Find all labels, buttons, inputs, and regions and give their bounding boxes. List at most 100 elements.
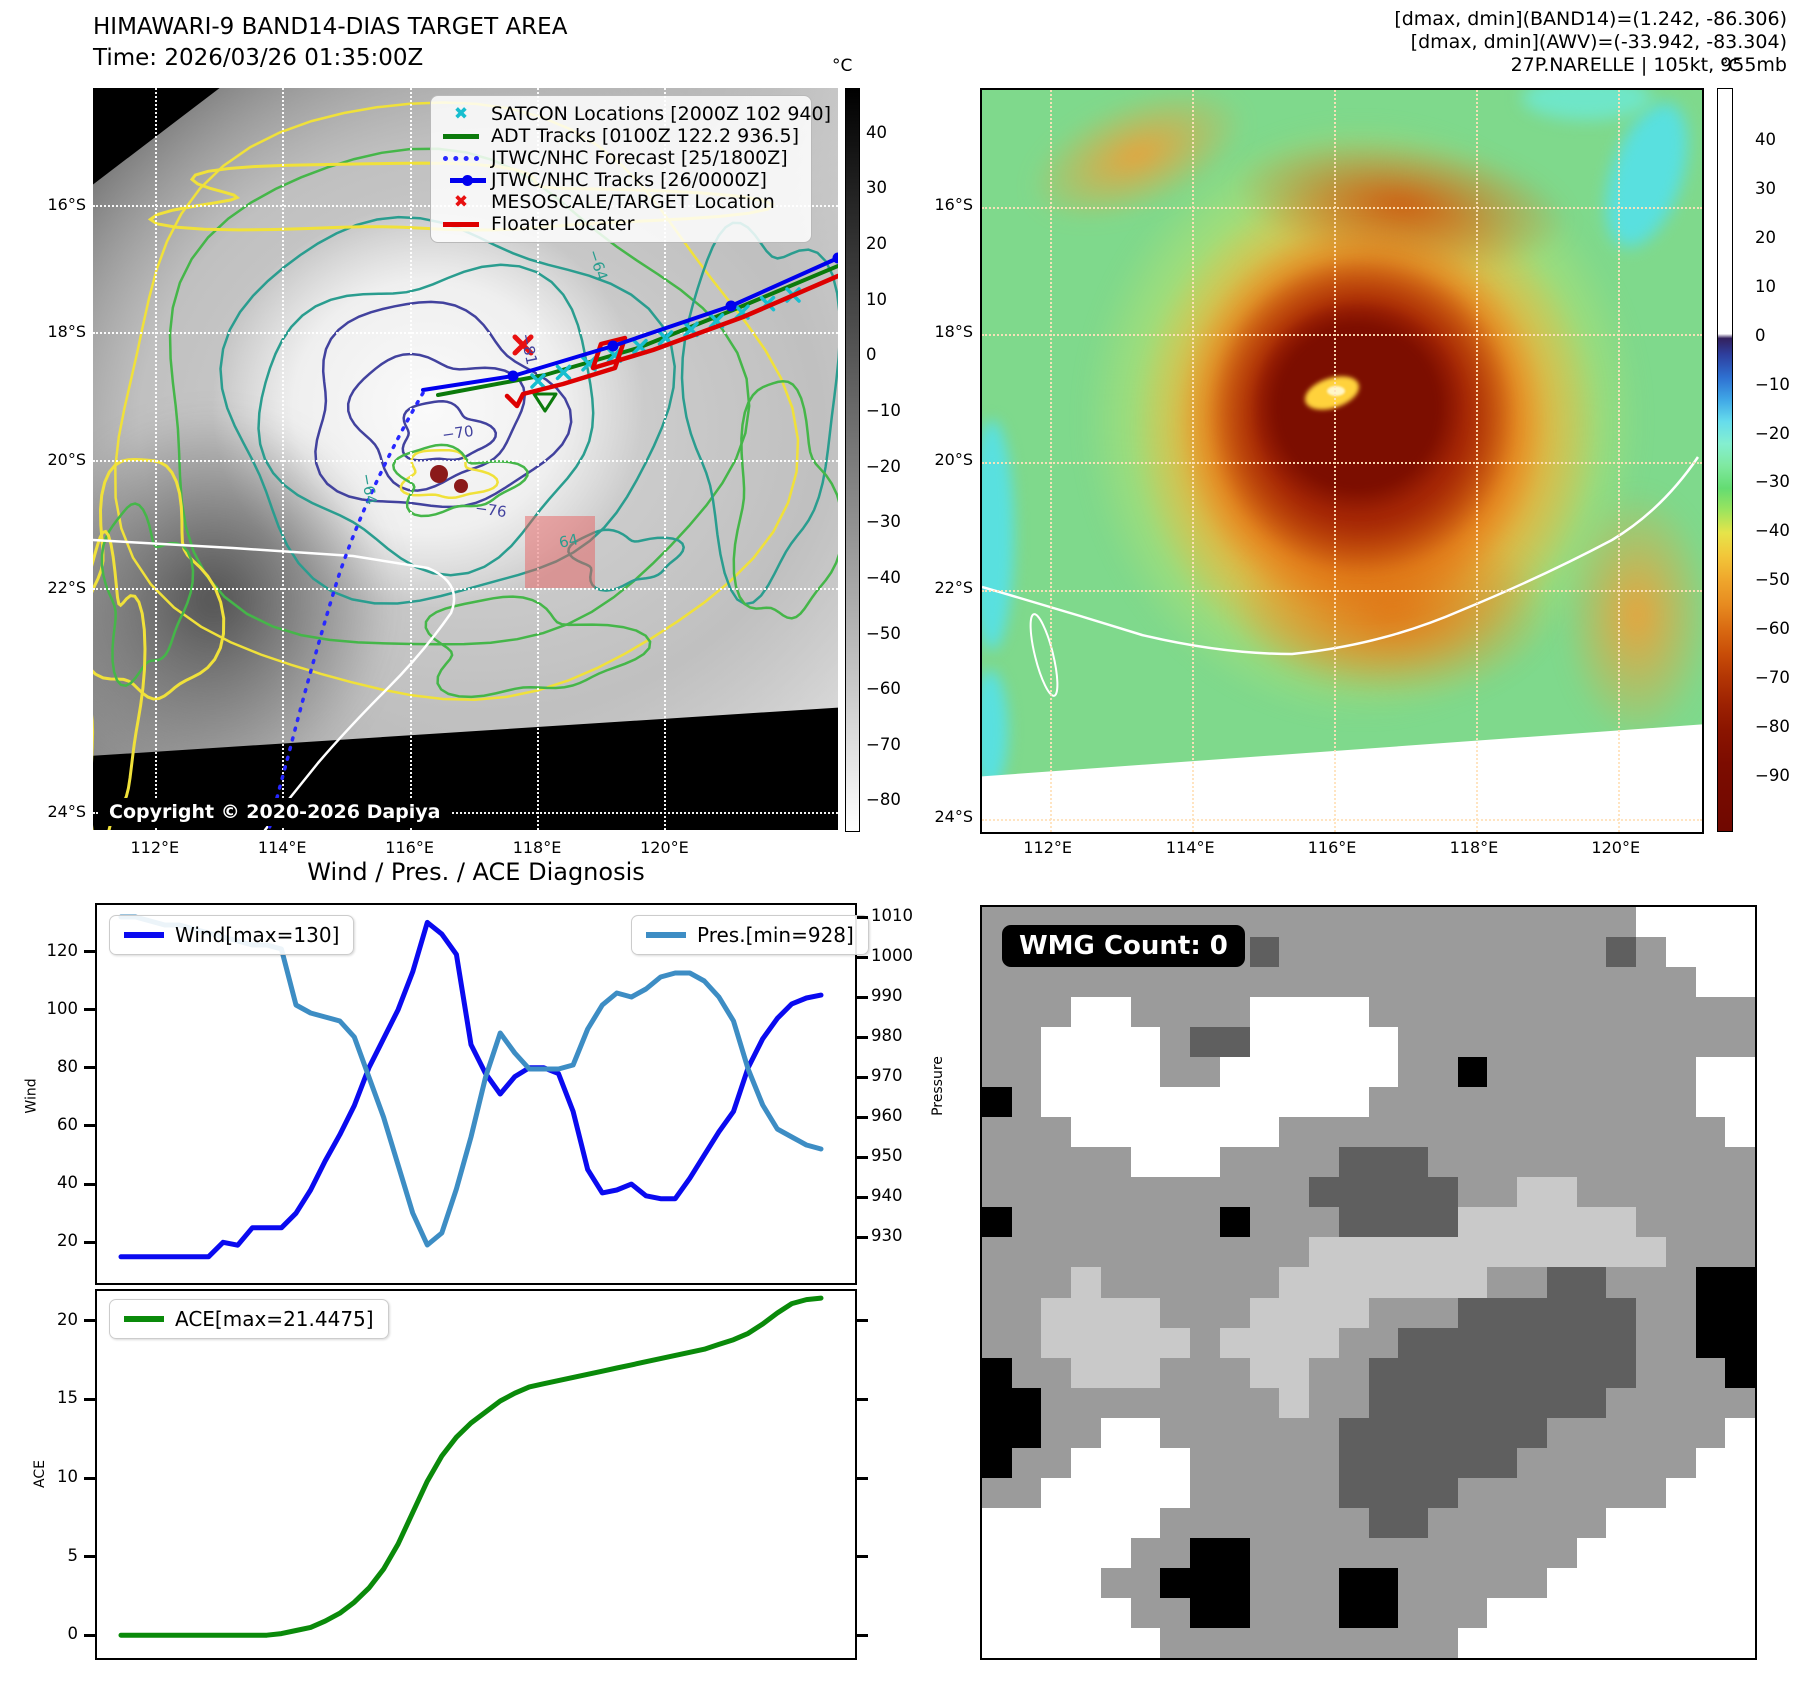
wmg-cell xyxy=(1071,1027,1101,1058)
wmg-cell xyxy=(1160,1507,1191,1538)
wmg-cell xyxy=(1576,1027,1607,1058)
wmg-cell xyxy=(1576,1417,1607,1448)
wmg-cell xyxy=(1190,1567,1220,1598)
wmg-cell xyxy=(1725,1267,1755,1298)
wmg-cell xyxy=(1011,1357,1042,1388)
wmg-cell xyxy=(1309,937,1339,968)
wmg-cell xyxy=(1249,1417,1280,1448)
wmg-cell xyxy=(1606,1207,1637,1238)
wmg-cell xyxy=(1368,1477,1399,1508)
wmg-cell xyxy=(1190,1237,1220,1268)
wmg-cell xyxy=(1071,1627,1101,1658)
wmg-cell xyxy=(1457,1267,1488,1298)
coastline xyxy=(982,456,1700,697)
wmg-cell xyxy=(1279,1417,1310,1448)
wmg-cell xyxy=(1427,1357,1458,1388)
wmg-cell xyxy=(1219,1237,1250,1268)
wmg-cell xyxy=(982,1177,1012,1208)
wind-legend: Wind[max=130] xyxy=(109,915,355,955)
wmg-cell xyxy=(1100,1177,1131,1208)
wmg-cell xyxy=(1190,1507,1220,1538)
wmg-cell xyxy=(1398,1387,1428,1418)
wmg-cell xyxy=(1546,1387,1577,1418)
wmg-cell xyxy=(1606,1267,1637,1298)
wmg-cell xyxy=(1457,1087,1488,1118)
wmg-cell xyxy=(1427,1327,1458,1358)
wmg-cell xyxy=(1665,1177,1696,1208)
wmg-cell xyxy=(1427,907,1458,938)
wmg-cell xyxy=(1309,1207,1339,1238)
wmg-cell xyxy=(1368,1117,1399,1148)
wmg-cell xyxy=(1011,1207,1042,1238)
wmg-cell xyxy=(1011,1267,1042,1298)
wmg-cell xyxy=(1279,937,1310,968)
wmg-cell xyxy=(1398,997,1428,1028)
wmg-cell xyxy=(1725,1087,1755,1118)
wmg-cell xyxy=(1011,1417,1042,1448)
wmg-cell xyxy=(1517,1237,1547,1268)
wmg-cell xyxy=(1309,1417,1339,1448)
axis-tick xyxy=(857,1195,868,1199)
wmg-cell xyxy=(1665,937,1696,968)
wmg-cell xyxy=(1011,1537,1042,1568)
wmg-cell xyxy=(1695,1267,1726,1298)
wmg-cell xyxy=(1457,1627,1488,1658)
wmg-cell xyxy=(1249,1357,1280,1388)
wmg-cell xyxy=(1725,1237,1755,1268)
wmg-cell xyxy=(1576,1117,1607,1148)
wmg-cell xyxy=(1309,1507,1339,1538)
wmg-cell xyxy=(1368,1447,1399,1478)
wmg-cell xyxy=(1606,1357,1637,1388)
legend-item: Floater Locater xyxy=(439,213,801,235)
wmg-cell xyxy=(1279,1537,1310,1568)
wmg-cell xyxy=(1606,1387,1637,1418)
wmg-cell xyxy=(1160,1597,1191,1628)
wmg-cell xyxy=(1517,1267,1547,1298)
band14-lon-labels: 112°E 114°E 116°E 118°E 120°E xyxy=(93,836,838,860)
ace-chart xyxy=(95,1289,857,1660)
axis-tick-label: 5 xyxy=(67,1545,79,1565)
wmg-cell xyxy=(1546,1327,1577,1358)
wmg-cell xyxy=(1606,1417,1637,1448)
wmg-cell xyxy=(1368,1267,1399,1298)
wmg-cell xyxy=(1011,997,1042,1028)
axis-tick xyxy=(84,1182,95,1186)
ace-legend: ACE[max=21.4475] xyxy=(109,1299,389,1339)
wmg-cell xyxy=(982,1267,1012,1298)
colorbar-tick-label: −50 xyxy=(866,623,901,643)
wmg-cell xyxy=(1517,1597,1547,1628)
wmg-cell xyxy=(1130,1537,1161,1568)
wmg-cell xyxy=(1457,1027,1488,1058)
wmg-cell xyxy=(1725,1117,1755,1148)
wmg-cell xyxy=(1576,937,1607,968)
wmg-cell xyxy=(1338,1387,1369,1418)
legend-item-label: MESOSCALE/TARGET Location xyxy=(491,191,775,213)
wmg-cell xyxy=(1427,1237,1458,1268)
wmg-cell xyxy=(1130,1387,1161,1418)
colorbar-tick-label: −30 xyxy=(866,512,901,532)
wmg-cell xyxy=(1190,1027,1220,1058)
wmg-cell xyxy=(1487,1417,1518,1448)
wmg-cell xyxy=(1725,1537,1755,1568)
wmg-cell xyxy=(1398,1537,1428,1568)
wmg-cell xyxy=(1427,1537,1458,1568)
wmg-cell xyxy=(1725,1147,1755,1178)
wmg-cell xyxy=(1100,1417,1131,1448)
colorbar-tick-label: −60 xyxy=(1755,619,1790,639)
wmg-cell xyxy=(1665,1627,1696,1658)
wmg-cell xyxy=(1576,1057,1607,1088)
wmg-cell xyxy=(1487,1447,1518,1478)
wmg-cell xyxy=(1368,1027,1399,1058)
wmg-cell xyxy=(1071,1597,1101,1628)
wmg-cell xyxy=(1398,1237,1428,1268)
wmg-cell xyxy=(1606,1147,1637,1178)
wmg-cell xyxy=(1546,1117,1577,1148)
wmg-cell xyxy=(1071,997,1101,1028)
axis-tick xyxy=(857,1075,868,1079)
wmg-cell xyxy=(1100,1327,1131,1358)
axis-tick xyxy=(84,1124,95,1128)
wmg-cell xyxy=(1160,1237,1191,1268)
lat-tick-label: 24°S xyxy=(47,802,86,822)
axis-tick-label: 100 xyxy=(46,998,79,1018)
legend-item: JTWC/NHC Tracks [26/0000Z] xyxy=(439,169,801,191)
